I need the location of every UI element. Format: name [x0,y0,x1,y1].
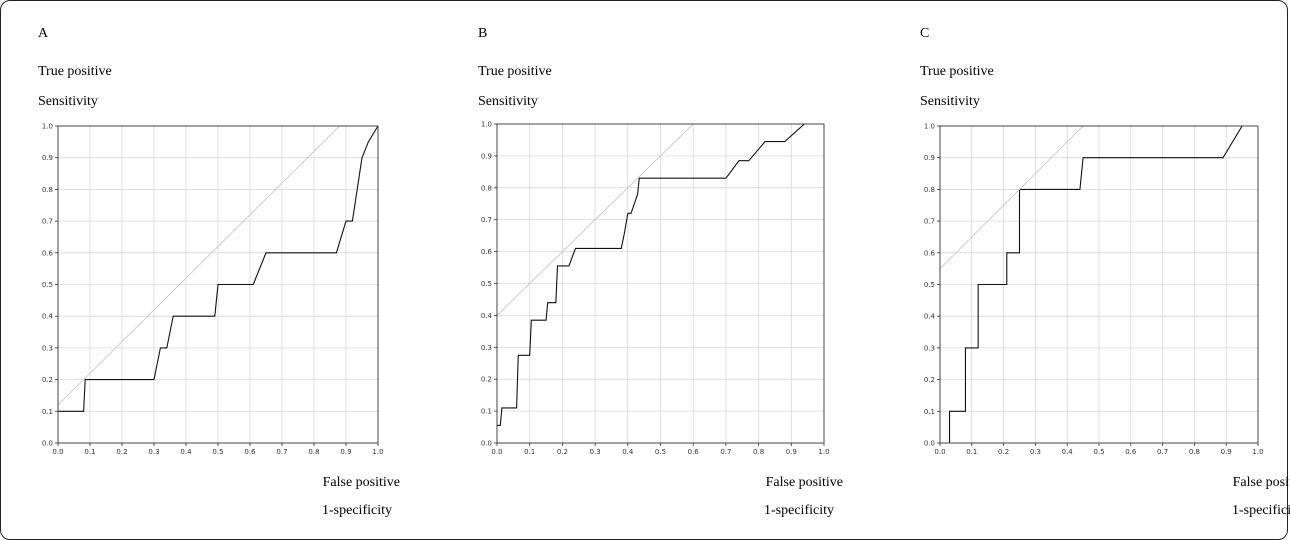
y-tick-label: 1.0 [924,123,935,131]
y-tick-label: 0.6 [924,249,936,257]
y-tick-label: 0.0 [42,440,53,448]
x-tick-label: 0.2 [557,448,568,456]
y-tick-label: 0.8 [481,184,492,192]
x-tick-label: 0.9 [340,448,351,456]
y-tick-label: 0.6 [481,248,493,256]
x-tick-label: 0.1 [524,448,535,456]
y-axis-label-line2: Sensitivity [38,94,98,109]
x-tick-label: 0.3 [590,448,601,456]
x-tick-label: 0.4 [622,448,634,456]
y-tick-label: 0.1 [42,408,53,416]
y-tick-label: 0.7 [42,218,53,226]
x-tick-label: 0.2 [998,448,1009,456]
x-tick-label: 0.8 [753,448,764,456]
x-tick-label: 0.0 [934,448,945,456]
x-tick-label: 0.5 [1093,448,1104,456]
x-tick-label: 0.5 [212,448,223,456]
roc-plot-c: 0.00.0 0.1 0.1 0.2 0.2 0.3 0.3 0.4 0.4 0.5 0.5 0.6 0… [924,123,1264,457]
x-axis-label-line2: 1-specificity [322,503,392,518]
x-tick-label: 0.6 [244,448,256,456]
x-tick-label: 0.3 [148,448,159,456]
y-tick-label: 1.0 [481,121,492,129]
y-tick-label: 0.8 [924,186,935,194]
x-tick-label: 0.0 [52,448,63,456]
x-tick-label: 0.6 [688,448,700,456]
x-tick-label: 0.8 [1189,448,1200,456]
y-tick-label: 0.5 [924,281,935,289]
reference-diagonal-line [497,124,694,316]
x-tick-label: 0.5 [655,448,666,456]
x-axis-label-line1: False positive [765,475,843,490]
y-tick-label: 0.4 [924,313,936,321]
x-tick-label: 1.0 [372,448,383,456]
y-tick-label: 0.2 [924,376,935,384]
y-tick-label: 0.9 [42,154,53,162]
x-tick-label: 0.1 [84,448,95,456]
x-tick-label: 0.2 [116,448,127,456]
x-tick-label: 0.7 [720,448,731,456]
panel-letter: B [478,26,488,41]
x-tick-label: 0.4 [1062,448,1074,456]
x-axis-label-line1: False positive [1232,475,1290,490]
y-tick-label: 0.8 [42,186,53,194]
y-tick-label: 0.5 [481,280,492,288]
y-axis-label-line1: True positive [920,64,994,79]
roc-curve [948,126,1243,443]
x-tick-label: 0.9 [786,448,797,456]
y-tick-label: 0.4 [481,312,493,320]
panel-letter: C [920,26,930,41]
reference-diagonal-line [58,126,340,406]
roc-plot-b: 0.00.0 0.1 0.1 0.2 0.2 0.3 0.3 0.4 0.4 0.5 0.5 0.6 0… [481,121,830,457]
y-tick-label: 0.1 [924,408,935,416]
y-tick-label: 1.0 [42,123,53,131]
x-tick-label: 0.8 [308,448,319,456]
x-tick-label: 0.3 [1030,448,1041,456]
y-tick-label: 0.2 [42,376,53,384]
y-tick-label: 0.3 [42,344,53,352]
x-tick-label: 0.0 [491,448,502,456]
y-axis-label-line1: True positive [478,64,552,79]
x-tick-label: 0.6 [1125,448,1137,456]
y-tick-label: 0.1 [481,408,492,416]
x-axis-label-line2: 1-specificity [1232,503,1290,518]
panel-c: C True positive Sensitivity 0.0 0.0 0.1 0.1… [880,0,1290,520]
x-tick-label: 0.7 [1157,448,1168,456]
y-axis-label-line1: True positive [38,64,112,79]
y-tick-label: 0.7 [924,218,935,226]
y-tick-label: 0.3 [924,344,935,352]
roc-curve [58,126,378,412]
x-axis-label-line2: 1-specificity [764,503,834,518]
x-tick-label: 0.7 [276,448,287,456]
panel-b: B True positive Sensitivity 0.0 0.0 0.1 0.1… [440,0,880,520]
x-tick-label: 0.1 [966,448,977,456]
y-tick-label: 0.0 [924,440,935,448]
x-tick-label: 1.0 [818,448,829,456]
x-tick-label: 0.4 [180,448,192,456]
y-tick-label: 0.9 [924,154,935,162]
roc-plot-a: 0.00.0 0.1 0.1 0.2 0.2 0.3 0.3 0.4 0.4 0.5 0.5 0.6 0… [42,123,384,457]
y-axis-label-line2: Sensitivity [920,94,980,109]
x-tick-label: 1.0 [1252,448,1263,456]
panel-a: A True positive Sensitivity 0.0 0.0 0.1 0.1… [0,0,440,520]
x-tick-label: 0.9 [1221,448,1232,456]
y-axis-label-line2: Sensitivity [478,94,538,109]
y-tick-label: 0.2 [481,376,492,384]
y-tick-label: 0.3 [481,344,492,352]
y-tick-label: 0.0 [481,440,492,448]
y-tick-label: 0.7 [481,216,492,224]
y-tick-label: 0.6 [42,249,54,257]
y-tick-label: 0.5 [42,281,53,289]
x-axis-label-line1: False positive [322,475,400,490]
panel-letter: A [38,26,49,41]
y-tick-label: 0.9 [481,152,492,160]
y-tick-label: 0.4 [42,313,54,321]
roc-curve [497,124,805,427]
reference-diagonal-line [940,126,1084,269]
